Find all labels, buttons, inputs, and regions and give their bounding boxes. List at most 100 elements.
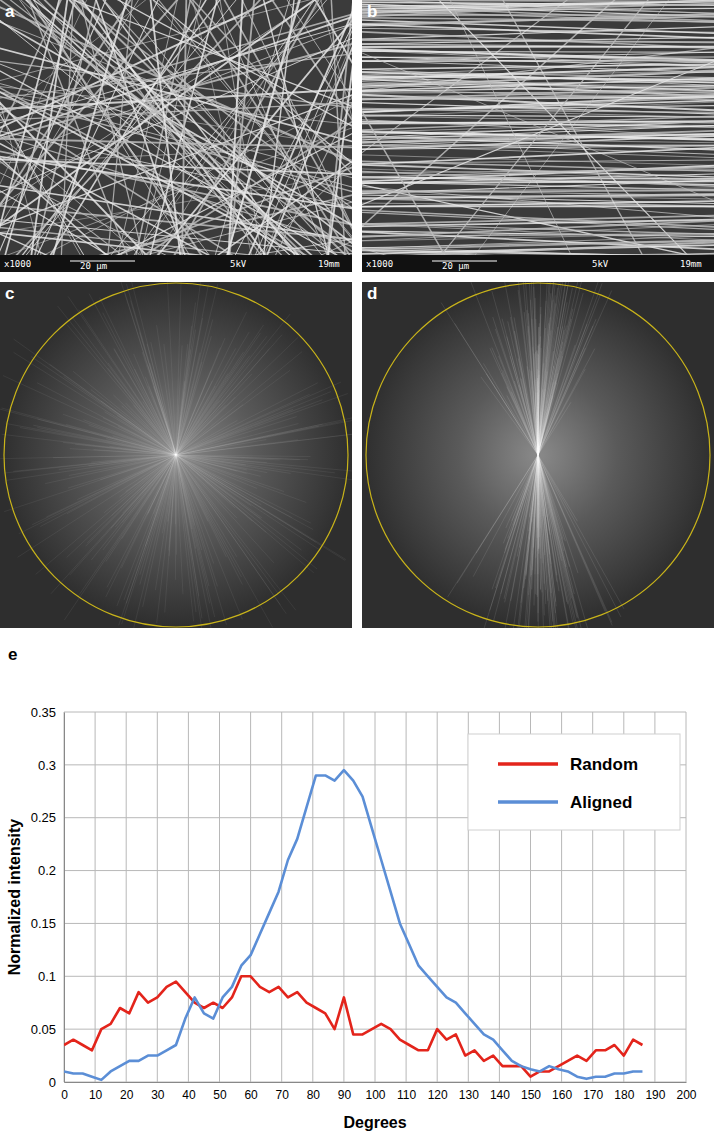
fft-ray [169, 455, 176, 550]
fiber [0, 0, 352, 272]
fft-ray [122, 455, 176, 624]
fiber [362, 142, 714, 152]
fiber [0, 0, 299, 272]
fft-ray [538, 282, 598, 455]
fft-rays [441, 282, 624, 628]
fft-ray [176, 455, 242, 619]
fiber [0, 17, 352, 272]
fft-ray [66, 424, 176, 455]
x-tick-label: 70 [276, 1088, 290, 1102]
fft-ray [70, 455, 176, 575]
info-bar [362, 255, 714, 272]
fft-ray [49, 364, 176, 455]
x-tick-label: 140 [490, 1088, 510, 1102]
fiber [362, 127, 714, 173]
y-axis-title: Normalized intensity [6, 819, 23, 976]
x-axis: 0102030405060708090100110120130140150160… [61, 1082, 697, 1102]
grid-line-x [188, 712, 189, 1082]
fiber [103, 0, 352, 272]
x-tick-label: 160 [552, 1088, 572, 1102]
fft-circle [4, 283, 348, 627]
x-tick-label: 0 [61, 1088, 68, 1102]
fft-ray [176, 312, 247, 455]
fiber [0, 104, 352, 272]
x-tick-label: 200 [676, 1088, 696, 1102]
fft-ray [501, 455, 538, 628]
fft-ray [176, 420, 237, 455]
fft-ray [176, 455, 286, 614]
fft-ray [176, 351, 302, 455]
fft-ray [176, 455, 237, 557]
fft-ray [176, 455, 261, 505]
fft-ray [51, 455, 176, 594]
x-tick: 80 [307, 1082, 321, 1102]
fft-ray [473, 455, 538, 577]
x-tick-label: 60 [244, 1088, 258, 1102]
fft-ray [106, 455, 176, 597]
fft-ray [143, 455, 176, 607]
fiber [0, 0, 352, 272]
y-tick-label: 0.1 [38, 969, 56, 984]
fft-ray [176, 405, 226, 455]
fiber [362, 11, 714, 50]
fft-ray [480, 455, 538, 628]
fiber [0, 0, 352, 272]
legend: RandomAligned [468, 734, 680, 830]
grid-line-x [343, 712, 344, 1082]
fft-ray [176, 353, 200, 455]
fft-ray [176, 455, 209, 586]
fiber [362, 216, 714, 261]
x-tick: 50 [213, 1082, 227, 1102]
fiber [0, 128, 352, 153]
legend-label: Aligned [570, 793, 632, 812]
panel-label: a [5, 2, 15, 21]
legend-swatch [498, 762, 558, 766]
fft-ray [46, 455, 176, 517]
y-tick-label: 0.2 [38, 863, 56, 878]
fft-ray [33, 425, 176, 455]
grid-line-y [64, 923, 686, 924]
grid-line-y [64, 976, 686, 977]
fft-ray [176, 455, 291, 473]
fiber [362, 35, 714, 46]
fft-ray [538, 319, 571, 455]
fft-ray [531, 300, 538, 455]
image-panel [362, 282, 714, 628]
fiber [362, 107, 714, 116]
x-tick-label: 130 [459, 1088, 479, 1102]
fft-ray [176, 285, 208, 455]
fft-ray [468, 282, 538, 455]
image-background [0, 282, 352, 628]
working-distance: 19mm [318, 259, 340, 269]
fiber [362, 213, 714, 243]
x-tick: 40 [182, 1082, 196, 1102]
scale-length: 20 μm [442, 261, 469, 271]
fft-ray [103, 455, 176, 550]
fiber [0, 0, 352, 272]
x-tick: 130 [459, 1082, 479, 1102]
fft-ray [538, 293, 583, 455]
y-tick: 0.15 [31, 916, 64, 931]
legend-swatch [498, 800, 558, 804]
y-tick-label: 0.15 [31, 916, 56, 931]
x-tick: 0 [61, 1082, 68, 1102]
fft-ray [538, 282, 555, 455]
fiber [362, 103, 714, 129]
fft-ray [538, 286, 568, 455]
working-distance: 19mm [680, 259, 702, 269]
fft-ray [176, 455, 226, 557]
x-tick: 100 [365, 1082, 385, 1102]
image-panel [362, 0, 714, 272]
fiber [67, 0, 352, 272]
figure: x100020 μm5kV19mmax100020 μm5kV19mmbcde0… [0, 0, 714, 1137]
fiber [0, 0, 305, 272]
fiber [0, 0, 329, 272]
fiber [0, 0, 352, 272]
fft-ray [176, 332, 249, 455]
grid-line-x [219, 712, 220, 1082]
x-tick-label: 100 [365, 1088, 385, 1102]
fft-ray [176, 374, 252, 455]
image-panel [0, 0, 352, 272]
fft-ray [176, 455, 346, 560]
fft-ray [176, 455, 237, 518]
